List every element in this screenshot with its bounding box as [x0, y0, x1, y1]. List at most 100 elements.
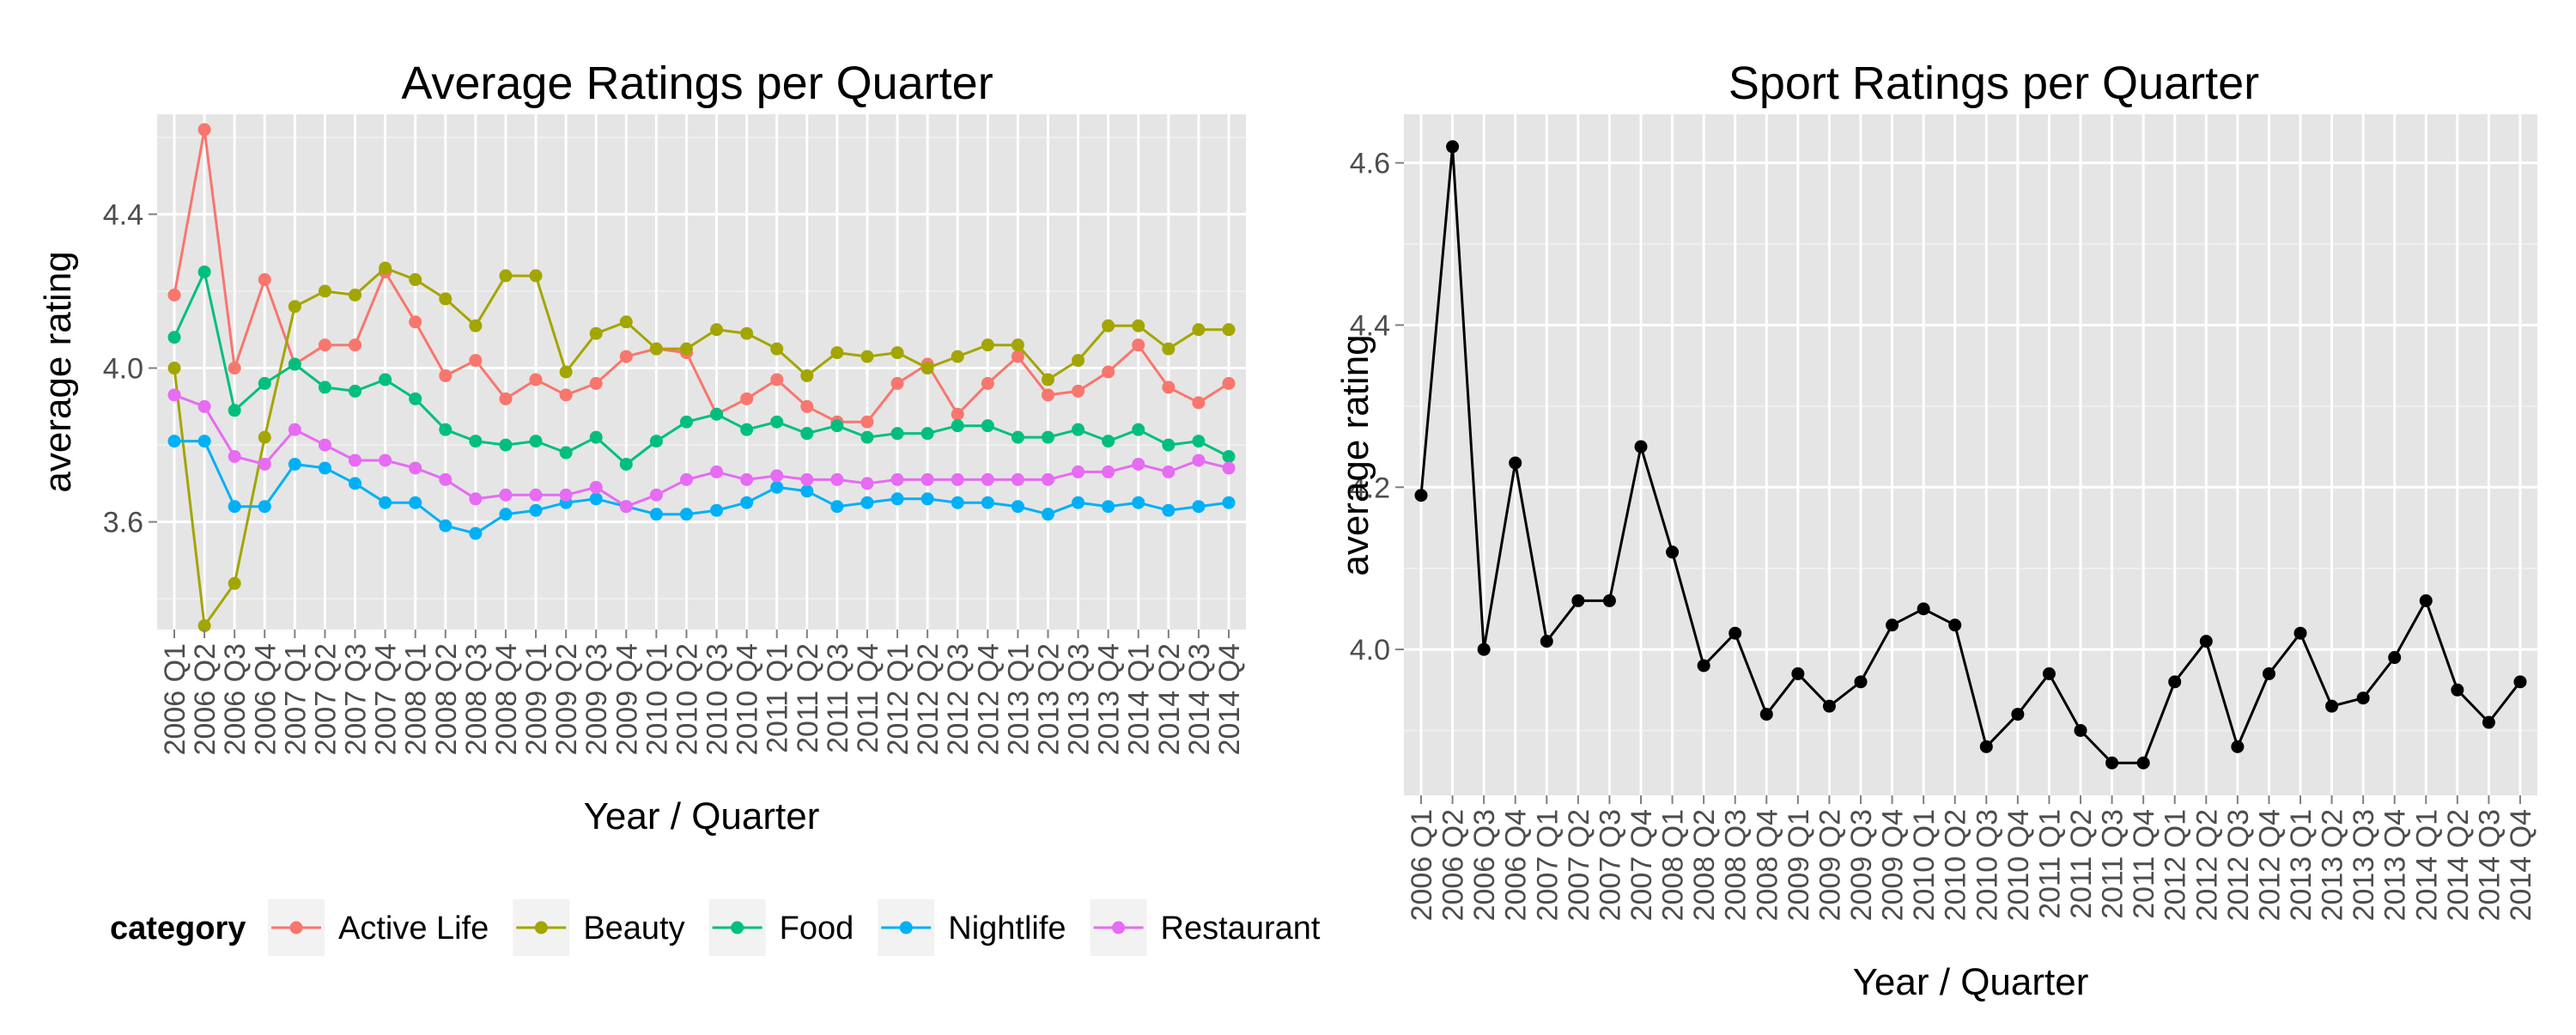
- data-point: [1072, 354, 1085, 368]
- data-point: [288, 423, 301, 436]
- data-point: [1162, 503, 1176, 517]
- data-point: [1446, 140, 1460, 154]
- x-tick-label: 2012 Q2: [2190, 809, 2223, 921]
- data-point: [1102, 435, 1115, 448]
- data-point: [1102, 319, 1115, 332]
- data-point: [649, 342, 663, 356]
- data-point: [167, 435, 181, 448]
- data-point: [679, 508, 693, 521]
- data-point: [167, 331, 181, 344]
- data-point: [1222, 450, 1236, 464]
- x-tick-label: 2006 Q1: [1406, 809, 1438, 921]
- data-point: [981, 376, 994, 390]
- data-point: [920, 427, 934, 441]
- data-point: [197, 265, 211, 279]
- x-tick-label: 2008 Q2: [430, 643, 463, 755]
- data-point: [1162, 342, 1176, 356]
- data-point: [1102, 365, 1115, 379]
- x-tick-label: 2010 Q4: [732, 643, 764, 755]
- data-point: [379, 454, 392, 467]
- x-tick-label: 2006 Q4: [1500, 809, 1533, 921]
- data-point: [228, 576, 241, 590]
- x-tick-label: 2010 Q2: [1940, 809, 1972, 921]
- legend-title: category: [110, 910, 246, 947]
- data-point: [589, 492, 603, 506]
- chart-average-ratings: Average Ratings per Quarter 3.6 4.0 4.4 20…: [37, 58, 1321, 956]
- data-point: [1041, 508, 1054, 521]
- data-point: [1948, 618, 1962, 632]
- x-tick-label: 2011 Q4: [852, 643, 884, 753]
- x-tick-label: 2008 Q3: [1720, 809, 1753, 921]
- x-tick-label: 2008 Q1: [400, 643, 433, 755]
- data-point: [1102, 465, 1115, 478]
- data-point: [1102, 500, 1115, 514]
- data-point: [1072, 384, 1085, 398]
- data-point: [2419, 594, 2433, 607]
- x-tick-label: 2014 Q2: [2442, 809, 2475, 921]
- data-point: [228, 404, 241, 417]
- data-point: [409, 496, 422, 509]
- data-point: [1540, 635, 1553, 648]
- data-point: [228, 500, 241, 514]
- data-point: [197, 399, 211, 413]
- data-point: [197, 435, 211, 448]
- data-point: [499, 392, 513, 405]
- data-point: [1041, 472, 1054, 486]
- legend-item: Food: [708, 899, 854, 956]
- data-point: [469, 354, 483, 368]
- data-point: [1011, 350, 1024, 363]
- data-point: [1477, 642, 1491, 656]
- x-tick-label: 2013 Q1: [2285, 809, 2318, 921]
- data-point: [619, 315, 633, 329]
- data-point: [439, 472, 453, 486]
- data-point: [1697, 659, 1710, 673]
- data-point: [830, 346, 844, 360]
- data-point: [559, 446, 573, 460]
- data-point: [1011, 338, 1024, 352]
- data-point: [951, 407, 964, 421]
- data-point: [379, 261, 392, 275]
- x-tick-label: 2007 Q2: [1563, 809, 1595, 921]
- series-group: [1414, 140, 2527, 770]
- data-point: [951, 496, 964, 509]
- data-point: [469, 492, 483, 506]
- data-point: [349, 338, 362, 352]
- data-point: [1791, 667, 1805, 680]
- data-point: [409, 461, 422, 475]
- y-axis: 3.6 4.0 4.4: [103, 198, 157, 539]
- data-point: [167, 388, 181, 402]
- data-point: [1886, 618, 1899, 632]
- data-point: [167, 288, 181, 301]
- data-point: [890, 472, 904, 486]
- legend-item: Beauty: [513, 899, 685, 956]
- x-tick-label: 2009 Q2: [550, 643, 583, 755]
- x-tick-label: 2013 Q2: [1032, 643, 1065, 755]
- x-tick-label: 2012 Q1: [2160, 809, 2192, 921]
- data-point: [2262, 667, 2275, 680]
- data-point: [740, 392, 754, 405]
- x-tick-label: 2010 Q1: [1908, 809, 1941, 921]
- data-point: [920, 492, 934, 506]
- data-point: [800, 368, 814, 382]
- x-tick-label: 2014 Q3: [2473, 809, 2506, 921]
- legend-point: [899, 921, 913, 935]
- data-point: [529, 435, 543, 448]
- y-tick-label: 4.4: [103, 198, 143, 231]
- data-point: [439, 368, 453, 382]
- data-point: [649, 435, 663, 448]
- x-tick-label: 2013 Q3: [1063, 643, 1096, 755]
- data-point: [981, 338, 994, 352]
- x-axis-title: Year / Quarter: [584, 795, 820, 837]
- data-point: [258, 500, 271, 514]
- y-axis: 4.0 4.2 4.4 4.6: [1350, 148, 1404, 667]
- data-point: [499, 488, 513, 502]
- data-point: [258, 273, 271, 287]
- data-point: [1041, 430, 1054, 444]
- data-point: [318, 461, 331, 475]
- data-point: [1072, 496, 1085, 509]
- x-tick-label: 2006 Q1: [159, 643, 191, 755]
- x-tick-label: 2007 Q1: [279, 643, 312, 755]
- data-point: [1072, 465, 1085, 478]
- data-point: [409, 315, 422, 329]
